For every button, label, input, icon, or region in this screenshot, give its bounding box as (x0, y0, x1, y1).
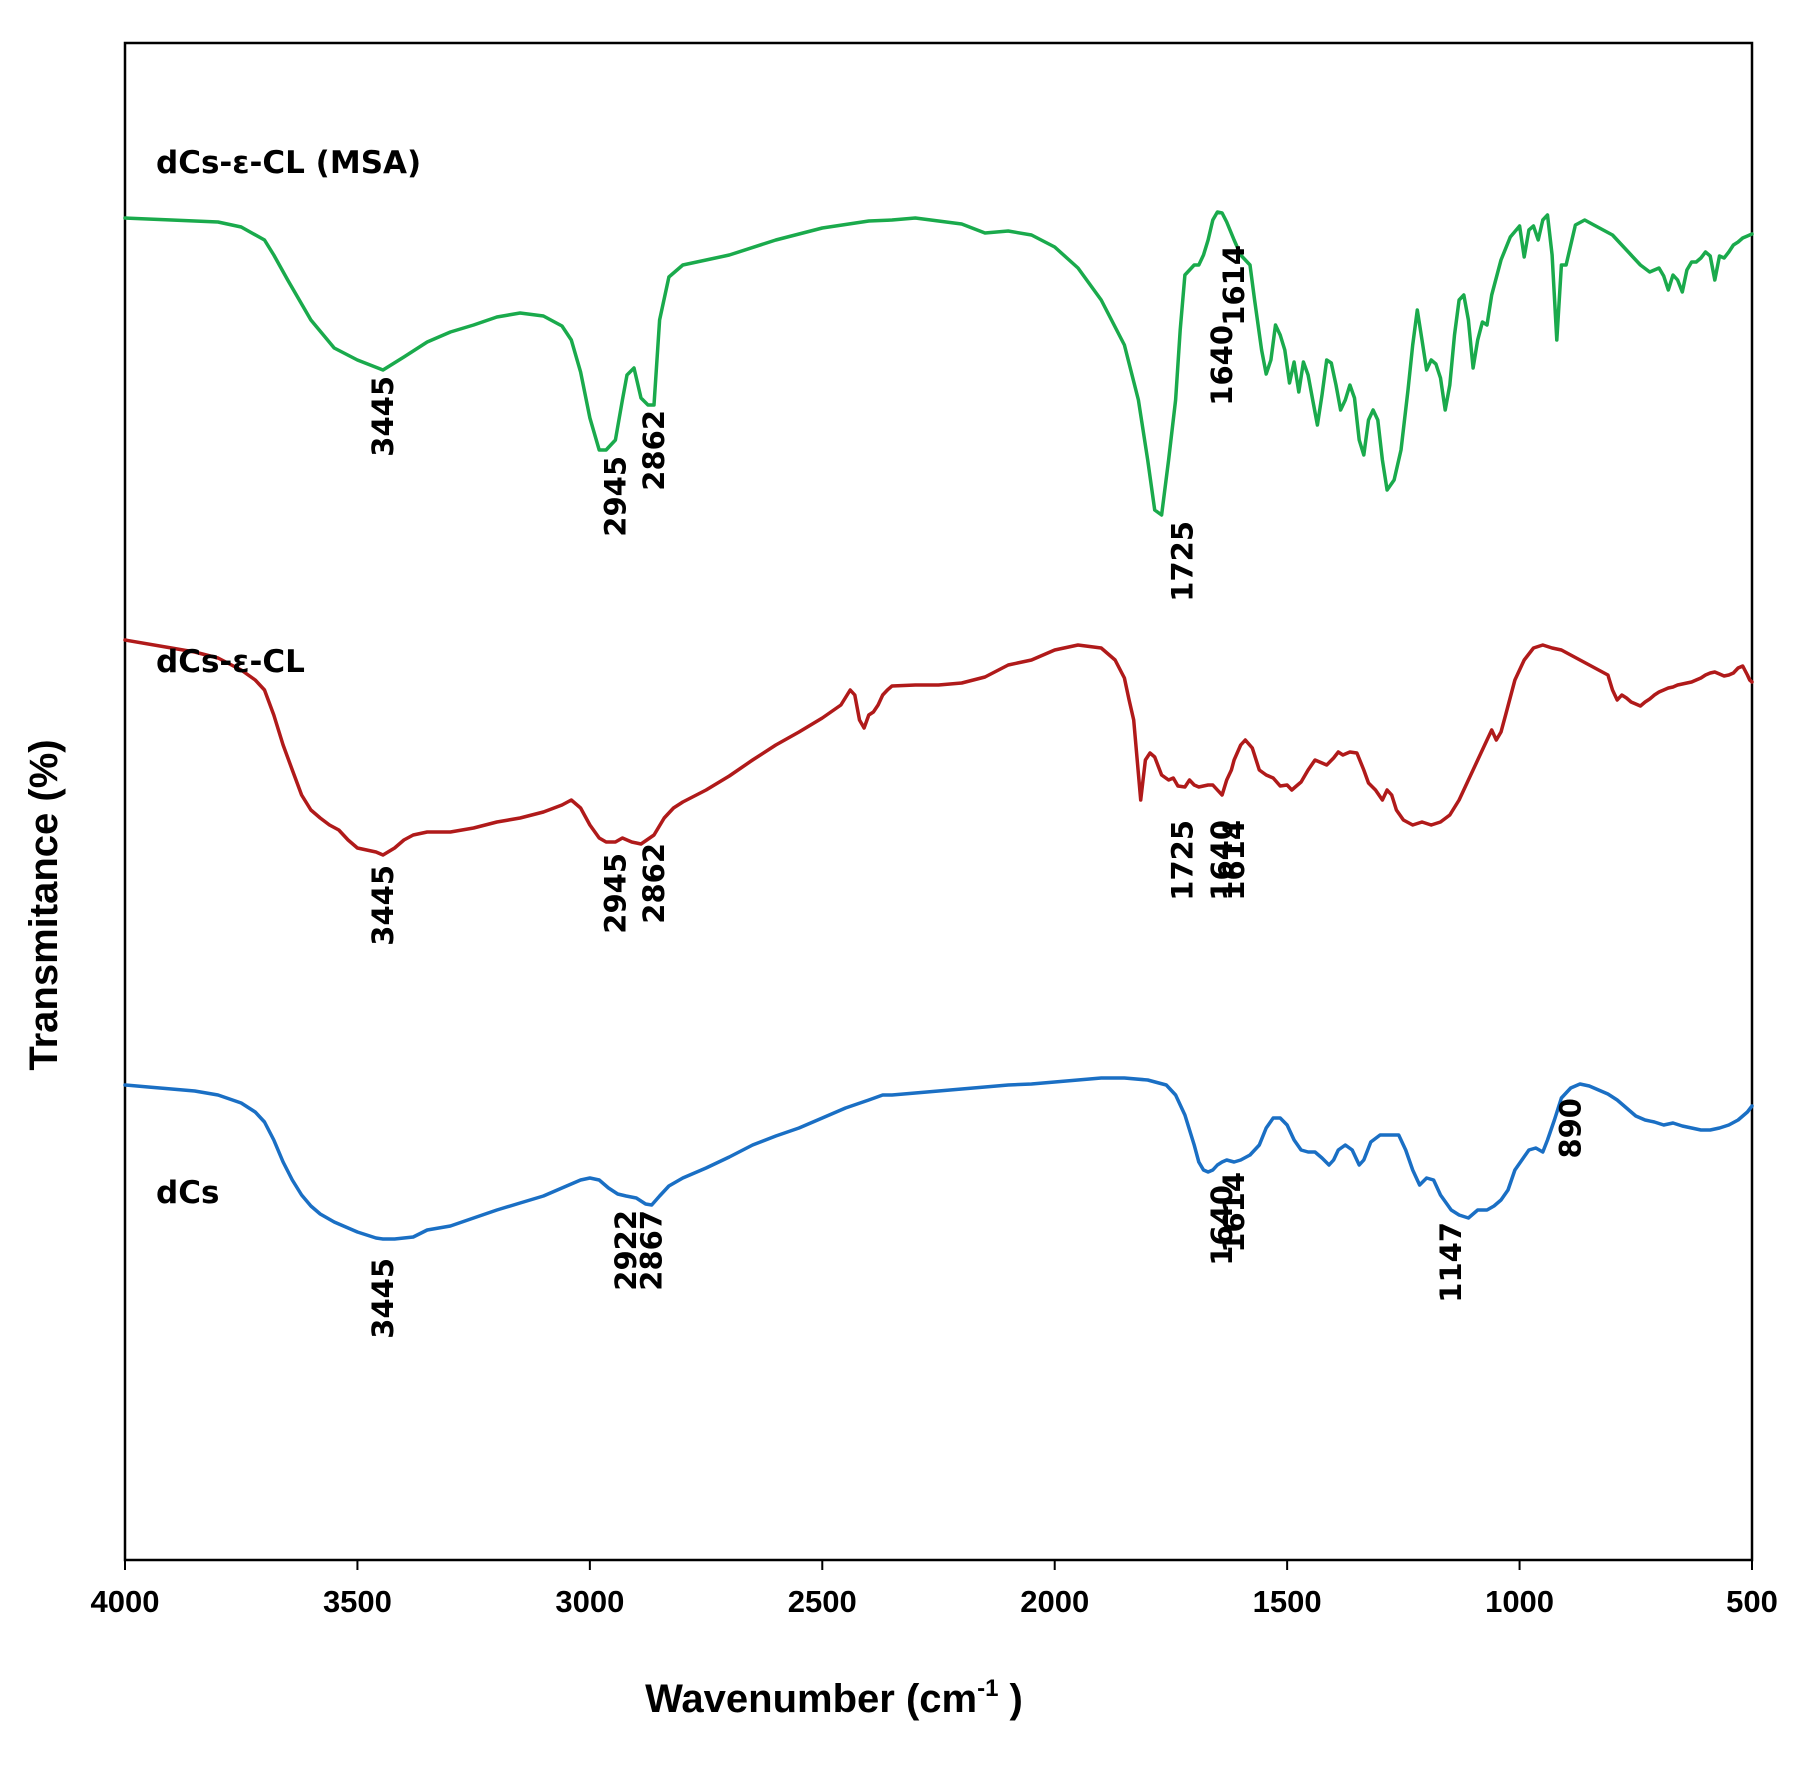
peak-label: 3445 (366, 865, 400, 946)
peak-label: 1640 (1205, 325, 1239, 406)
peak-label: 2862 (637, 843, 671, 924)
x-tick-label: 4000 (91, 1584, 160, 1619)
peak-label: 1725 (1166, 820, 1200, 901)
peak-label: 2945 (598, 456, 632, 537)
peak-label: 1147 (1434, 1222, 1468, 1303)
peak-label: 1640 (1205, 820, 1239, 901)
plot-area (123, 41, 1754, 1562)
x-tick-label: 3500 (323, 1584, 392, 1619)
series-line-3 (123, 1076, 1754, 1241)
series-label-1: dCs-ε-CL (MSA) (156, 145, 421, 181)
peak-label: 3445 (366, 376, 400, 457)
x-tick-label: 500 (1726, 1584, 1778, 1619)
peak-label: 1725 (1166, 521, 1200, 602)
x-tick-label: 2500 (788, 1584, 857, 1619)
series-label-3: dCs (156, 1175, 219, 1211)
series-line-2 (123, 638, 1754, 857)
series-line-1 (123, 210, 1754, 517)
x-axis-title: Wavenumber (cm-1 ) (645, 1675, 1023, 1721)
peak-label: 1614 (1217, 245, 1251, 326)
peak-label: 2922 (609, 1210, 643, 1291)
x-tick-label: 2000 (1020, 1584, 1089, 1619)
peak-label: 1614 (1217, 820, 1251, 901)
peak-label: 2945 (598, 853, 632, 934)
x-axis-title-superscript: -1 (977, 1675, 998, 1702)
x-tick-label: 1000 (1485, 1584, 1554, 1619)
annotation-layer: dCs-ε-CL (MSA)dCs-ε-CLdCs344529452862172… (156, 145, 1588, 1339)
x-tick-label: 1500 (1253, 1584, 1322, 1619)
series-label-2: dCs-ε-CL (156, 644, 305, 680)
plot-border (123, 41, 1754, 1562)
peak-label: 2867 (635, 1210, 669, 1291)
x-axis: 4000 3500 3000 2500 2000 1500 1000 500 (91, 1560, 1778, 1619)
series-layer (123, 210, 1754, 1241)
peak-label: 1614 (1217, 1172, 1251, 1253)
peak-label: 890 (1554, 1098, 1588, 1159)
y-axis-title: Transmitance (%) (22, 739, 66, 1070)
peak-label: 1640 (1205, 1185, 1239, 1266)
peak-label: 2862 (637, 410, 671, 491)
x-tick-label: 3000 (555, 1584, 624, 1619)
peak-label: 3445 (366, 1258, 400, 1339)
